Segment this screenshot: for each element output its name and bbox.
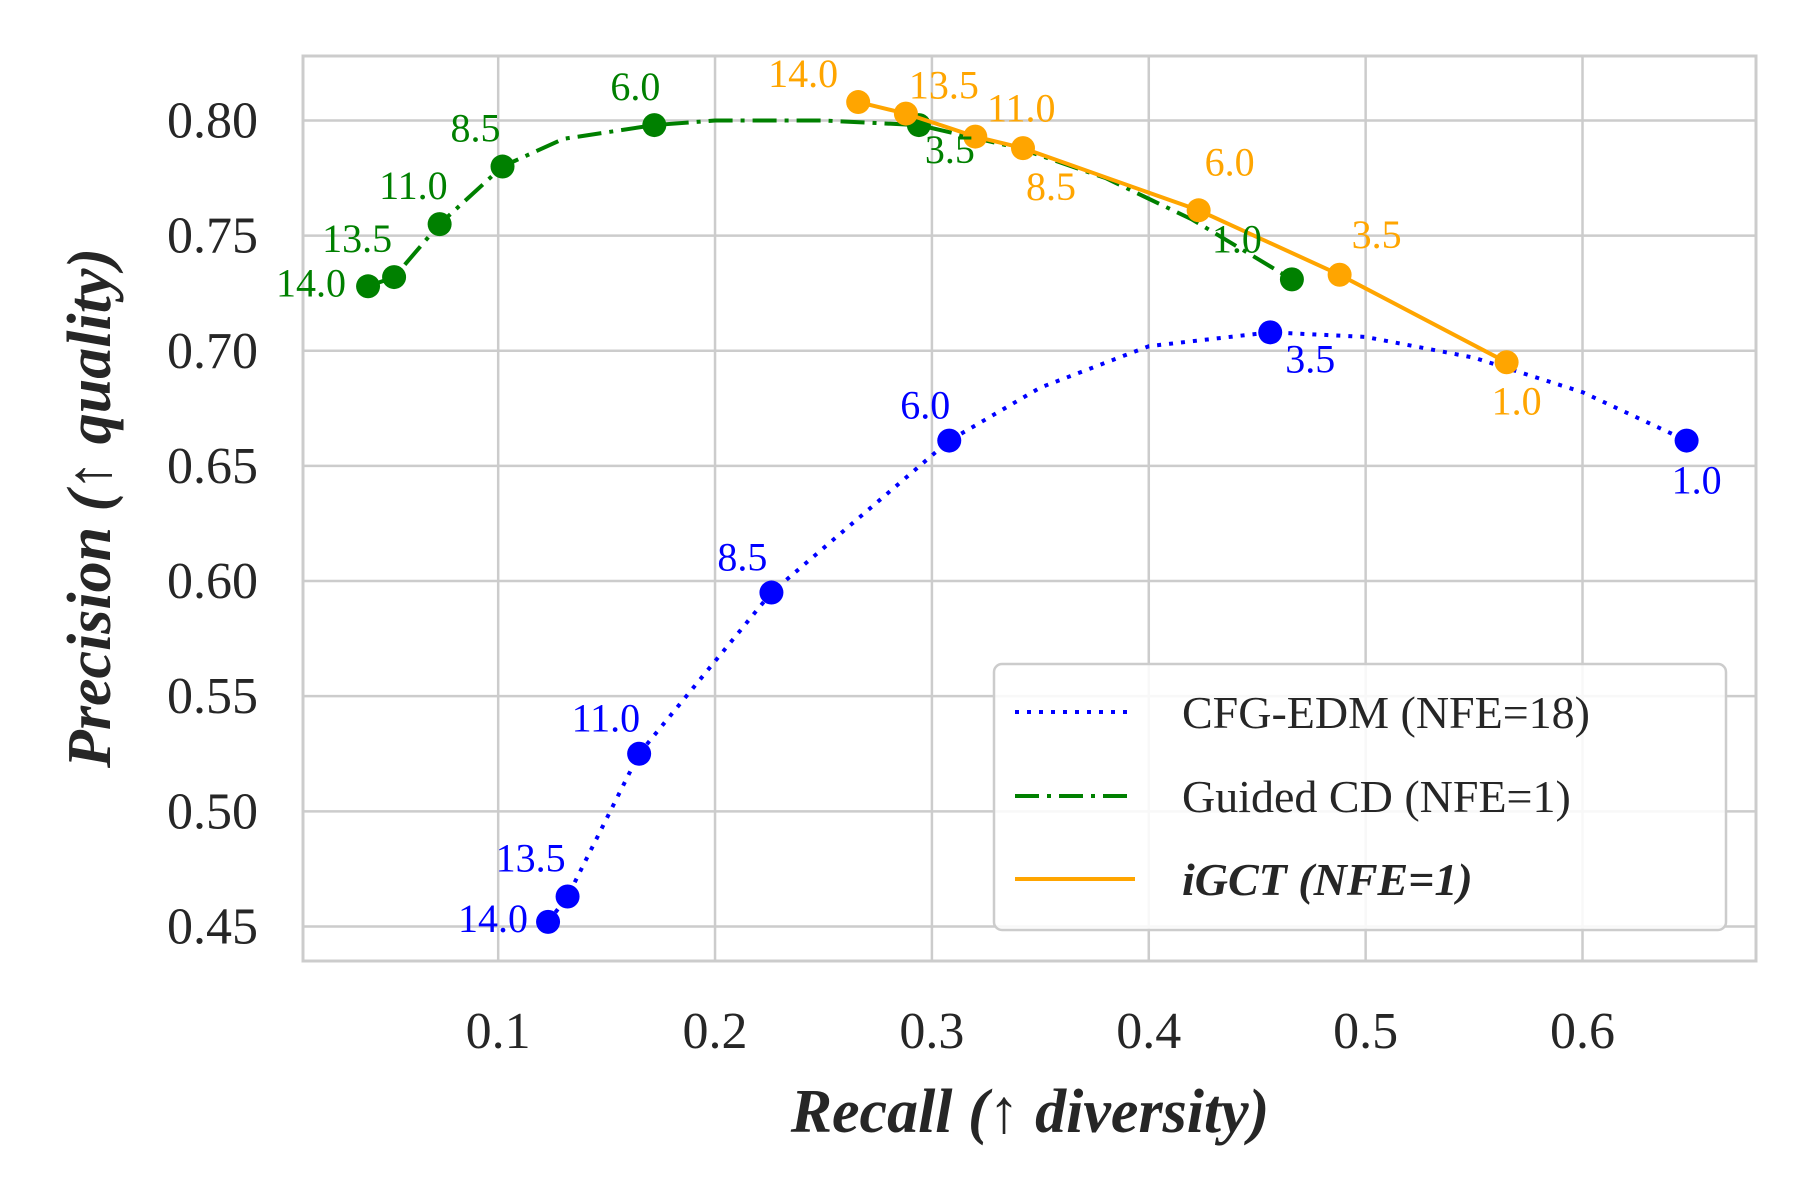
point-label-guided-cd: 1.0 xyxy=(1212,216,1262,261)
data-point-cfg-edm xyxy=(1674,428,1699,453)
data-point-guided-cd xyxy=(427,212,452,237)
point-label-igct: 3.5 xyxy=(1352,212,1402,257)
x-tick-label: 0.1 xyxy=(466,1003,531,1060)
y-axis-title: Precision (↑ quality) xyxy=(56,248,124,769)
point-label-igct: 1.0 xyxy=(1492,378,1542,423)
y-tick-label: 0.75 xyxy=(167,208,258,265)
point-label-guided-cd: 11.0 xyxy=(379,163,448,208)
point-label-igct: 13.5 xyxy=(909,63,979,108)
data-point-guided-cd xyxy=(1279,267,1304,292)
y-tick-label: 0.45 xyxy=(167,898,258,955)
data-point-cfg-edm xyxy=(1258,320,1283,345)
data-point-cfg-edm xyxy=(937,428,962,453)
x-tick-label: 0.6 xyxy=(1550,1003,1615,1060)
x-tick-label: 0.2 xyxy=(683,1003,748,1060)
point-label-igct: 11.0 xyxy=(987,86,1056,131)
y-tick-label: 0.80 xyxy=(167,92,258,149)
data-point-igct xyxy=(846,90,871,115)
data-point-igct xyxy=(1186,198,1211,223)
point-label-guided-cd: 8.5 xyxy=(451,106,501,151)
plot-frame xyxy=(301,54,1758,963)
x-tick-label: 0.3 xyxy=(899,1003,964,1060)
legend: CFG-EDM (NFE=18) Guided CD (NFE=1) iGCT … xyxy=(992,662,1728,932)
point-label-cfg-edm: 3.5 xyxy=(1285,336,1335,381)
data-point-guided-cd xyxy=(642,113,667,138)
point-label-cfg-edm: 6.0 xyxy=(900,383,950,428)
data-point-igct xyxy=(1327,262,1352,287)
data-point-guided-cd xyxy=(356,274,381,299)
tick-labels: 0.1 0.2 0.3 0.4 0.5 0.6 0.45 0.50 0.55 0.60 0.65 0.… xyxy=(167,92,1615,1060)
data-point-igct xyxy=(963,124,988,149)
legend-label-cfg-edm: CFG-EDM (NFE=18) xyxy=(1182,687,1590,738)
point-label-guided-cd: 14.0 xyxy=(276,260,346,305)
data-point-cfg-edm xyxy=(555,884,580,909)
data-point-guided-cd xyxy=(490,154,515,179)
x-tick-label: 0.5 xyxy=(1333,1003,1398,1060)
data-point-cfg-edm xyxy=(536,909,561,934)
y-tick-label: 0.50 xyxy=(167,783,258,840)
point-label-igct: 8.5 xyxy=(1026,164,1076,209)
data-point-igct xyxy=(1010,136,1035,161)
point-label-igct: 14.0 xyxy=(768,51,838,96)
point-label-guided-cd: 13.5 xyxy=(322,216,392,261)
data-point-cfg-edm xyxy=(627,741,652,766)
point-label-guided-cd: 3.5 xyxy=(925,127,975,172)
point-labels: 14.013.511.08.56.03.51.014.013.511.08.56… xyxy=(276,51,1722,941)
point-label-cfg-edm: 8.5 xyxy=(717,535,767,580)
series-line-cfg-edm xyxy=(546,330,1688,924)
data-point-cfg-edm xyxy=(759,580,784,605)
point-label-cfg-edm: 14.0 xyxy=(458,896,528,941)
series xyxy=(356,90,1699,934)
series-igct xyxy=(846,90,1519,375)
y-tick-label: 0.70 xyxy=(167,323,258,380)
data-point-igct xyxy=(1494,350,1519,375)
y-tick-label: 0.65 xyxy=(167,438,258,495)
data-point-igct xyxy=(893,101,918,126)
legend-box xyxy=(992,662,1728,932)
y-tick-label: 0.60 xyxy=(167,553,258,610)
series-line-guided-cd xyxy=(367,118,1293,289)
grid xyxy=(303,56,1756,961)
x-tick-label: 0.4 xyxy=(1116,1003,1181,1060)
series-cfg-edm xyxy=(536,320,1699,934)
point-label-igct: 6.0 xyxy=(1205,139,1255,184)
point-label-cfg-edm: 13.5 xyxy=(496,836,566,881)
data-point-guided-cd xyxy=(382,265,407,290)
point-label-guided-cd: 6.0 xyxy=(610,64,660,109)
point-label-cfg-edm: 1.0 xyxy=(1672,458,1722,503)
legend-label-guided-cd: Guided CD (NFE=1) xyxy=(1182,771,1571,822)
legend-label-igct: iGCT (NFE=1) xyxy=(1182,854,1473,905)
y-tick-label: 0.55 xyxy=(167,668,258,725)
point-label-cfg-edm: 11.0 xyxy=(572,696,641,741)
x-axis-title: Recall (↑ diversity) xyxy=(790,1078,1270,1146)
